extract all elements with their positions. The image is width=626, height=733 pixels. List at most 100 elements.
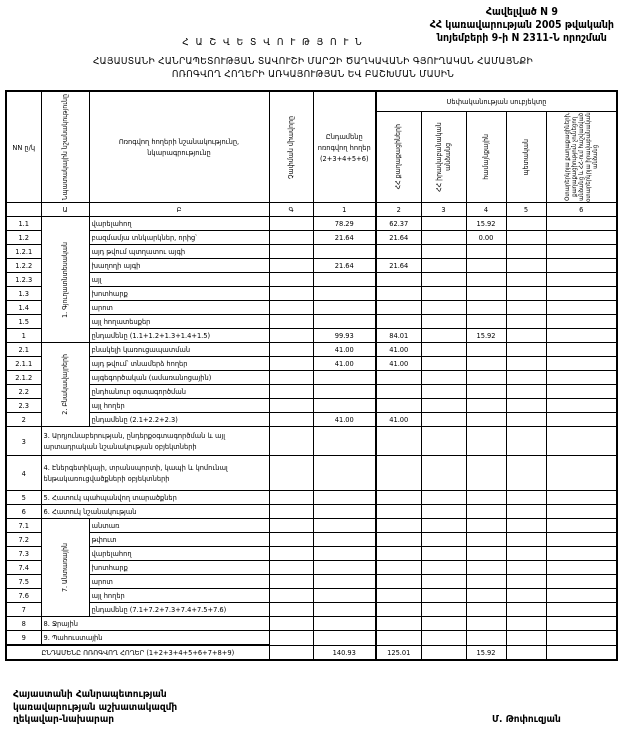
row-value-c4: [465, 258, 507, 273]
row-value-total: 21.64: [312, 230, 377, 245]
row-unit: [268, 588, 314, 603]
row-label: այգեգործական (ամառանոցային): [88, 370, 270, 385]
row-value-c2: [375, 300, 422, 315]
row-unit: [268, 630, 314, 646]
row-number: 4: [5, 455, 42, 491]
row-value-c6: [545, 398, 618, 413]
row-value-c3: [420, 518, 467, 533]
row-value-c5: [505, 504, 547, 519]
row-label: բնակելի կառուցապատման: [88, 342, 270, 357]
row-value-total: [312, 546, 377, 561]
document-title: Հ Ա Շ Վ Ե Տ Վ Ո Ւ Թ Յ Ո Ւ Ն: [182, 37, 364, 48]
row-label: այլ հողատեսքեր: [88, 314, 270, 329]
irrigated-land-table: NN ը/կ Նպատակային նշանակությունը Ոռոգվող…: [5, 90, 619, 661]
row-value-c2: 84.01: [375, 328, 422, 343]
row-value-c2: [375, 286, 422, 301]
row-value-c5: [505, 532, 547, 547]
annex-line: Հավելված N 9: [485, 6, 558, 18]
row-value-total: [312, 616, 377, 631]
row-value-c5: [505, 455, 547, 491]
row-number: 2.1.1: [5, 356, 42, 371]
row-number: 7.2: [5, 532, 42, 547]
row-value-c2: 41.00: [375, 356, 422, 371]
row-value-c5: [505, 286, 547, 301]
row-value-total: [312, 455, 377, 491]
row-value-c3: [420, 230, 467, 245]
table-row: 2.2 ընդհանուր օգտագործման: [5, 384, 618, 399]
row-number: 8: [5, 616, 42, 631]
row-value-c3: [420, 412, 467, 427]
row-value-c3: [420, 574, 467, 589]
column-letter: 6: [545, 202, 618, 217]
row-value-c2: [375, 546, 422, 561]
row-value-c5: [505, 230, 547, 245]
row-value-total: [312, 518, 377, 533]
row-value-c3: [420, 300, 467, 315]
row-value-c4: [465, 384, 507, 399]
row-number: 2: [5, 412, 42, 427]
row-value-c4: [465, 314, 507, 329]
row-value-c4: [465, 560, 507, 575]
row-unit: [268, 300, 314, 315]
row-unit: [268, 602, 314, 617]
row-label: 9. Պահուստային: [40, 630, 270, 646]
row-label: վարելահող: [88, 546, 270, 561]
table-row: 1.1 1. Գյուղատնտեսական վարելահող 78.29 62.37…: [5, 216, 618, 343]
table-row: 5 5. Հատուկ պահպանվող տարածքներ: [5, 490, 618, 505]
row-value-c6: [545, 588, 618, 603]
row-number: 5: [5, 490, 42, 505]
row-value-c2: [375, 384, 422, 399]
row-value-c4: [465, 370, 507, 385]
row-group-label: 2. Բնակավայրերի: [40, 342, 90, 427]
table-row: 7.6 այլ հողեր: [5, 588, 618, 603]
row-value-c6: [545, 546, 618, 561]
row-value-total: [312, 426, 377, 456]
table-row: 1.2.3 այլ: [5, 272, 618, 287]
column-letter: Գ: [268, 202, 314, 217]
row-value-total: [312, 532, 377, 547]
row-number: 7.3: [5, 546, 42, 561]
row-value-c3: [420, 616, 467, 631]
header-c5: պետական: [505, 111, 547, 203]
row-value-c3: [420, 490, 467, 505]
row-value-c5: [505, 244, 547, 259]
row-label: խոտհարք: [88, 560, 270, 575]
row-unit: [268, 370, 314, 385]
row-value-c2: [375, 244, 422, 259]
table-row: 4 4. Էներգետիկայի, տրանսպորտի, կապի և կոմ…: [5, 455, 618, 491]
row-label: ընդհանուր օգտագործման: [88, 384, 270, 399]
row-unit: [268, 272, 314, 287]
row-value-total: [312, 286, 377, 301]
header-c4: համայնքային: [465, 111, 507, 203]
row-label: խոտհարք: [88, 286, 270, 301]
row-value-c6: [545, 616, 618, 631]
header-ownership: Սեփականության սուբյեկտը: [375, 90, 618, 113]
row-value-c6: [545, 356, 618, 371]
row-value-c2: [375, 455, 422, 491]
row-label: 6. Հատուկ նշանակության: [40, 504, 270, 519]
row-value-total: 21.64: [312, 258, 377, 273]
row-unit: [268, 398, 314, 413]
row-value-c6: [545, 244, 618, 259]
row-value-c4: [465, 300, 507, 315]
row-value-c2: [375, 616, 422, 631]
row-value-c2: [375, 518, 422, 533]
row-label: այլ հողեր: [88, 588, 270, 603]
grand-total-c5: [505, 644, 547, 661]
row-value-c4: [465, 286, 507, 301]
row-value-c5: [505, 272, 547, 287]
row-value-c3: [420, 588, 467, 603]
row-value-c3: [420, 342, 467, 357]
column-letter: 4: [465, 202, 507, 217]
row-number: 7: [5, 602, 42, 617]
row-unit: [268, 384, 314, 399]
row-value-c4: [465, 504, 507, 519]
row-unit: [268, 504, 314, 519]
row-value-c6: [545, 504, 618, 519]
document-subtitle: ՀԱՅԱՍՏԱՆԻ ՀԱՆՐԱՊԵՏՈՒԹՅԱՆ ՏԱՎՈՒՇԻ ՄԱՐԶԻ Ծ…: [92, 56, 534, 67]
row-label: այլ: [88, 272, 270, 287]
row-value-c6: [545, 328, 618, 343]
row-unit: [268, 230, 314, 245]
row-number: 7.1: [5, 518, 42, 533]
row-number: 1.2: [5, 230, 42, 245]
